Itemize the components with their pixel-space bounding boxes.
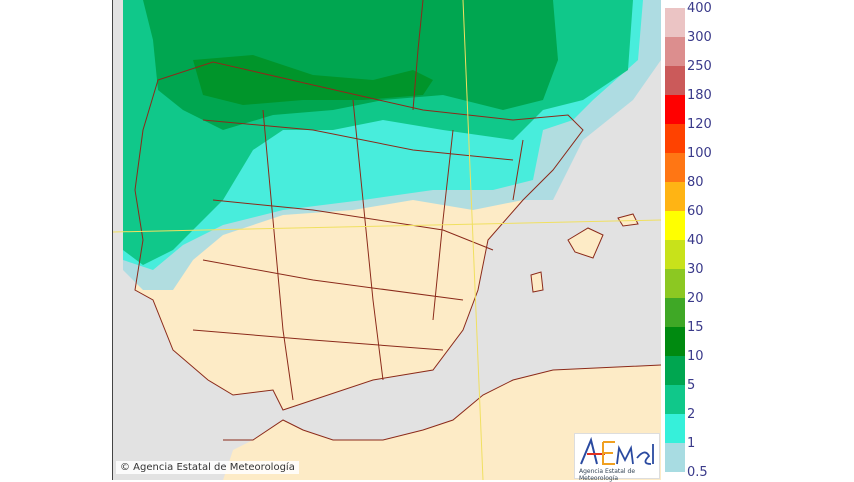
aemet-logo: Agencia Estatal de Meteorología <box>574 433 660 482</box>
legend-color-box <box>665 240 685 269</box>
legend-label: 15 <box>687 320 704 335</box>
legend-color-box <box>665 153 685 182</box>
legend-label: 10 <box>687 349 704 364</box>
africa-land <box>223 365 661 480</box>
legend-label: 300 <box>687 30 712 45</box>
legend-label: 0.5 <box>687 465 708 480</box>
precip-zone-15mm <box>193 55 433 105</box>
legend-color-box <box>665 124 685 153</box>
province-borders <box>134 0 661 441</box>
legend-color-box <box>665 298 685 327</box>
legend-label: 80 <box>687 175 704 190</box>
balearic-islands <box>530 213 639 293</box>
legend-label: 60 <box>687 204 704 219</box>
legend-label: 30 <box>687 262 704 277</box>
legend-color-box <box>665 327 685 356</box>
aemet-logo-mark <box>580 436 654 465</box>
graticule <box>113 0 661 480</box>
legend-label: 400 <box>687 1 712 16</box>
legend-color-box <box>665 385 685 414</box>
legend-color-box <box>665 182 685 211</box>
copyright-notice: © Agencia Estatal de Meteorología <box>116 461 299 474</box>
precipitation-map <box>112 0 661 480</box>
legend-color-box <box>665 37 685 66</box>
legend-label: 5 <box>687 378 696 393</box>
legend-color-box <box>665 8 685 37</box>
legend-label: 120 <box>687 117 712 132</box>
legend-label: 2 <box>687 407 696 422</box>
logo-subtext: Agencia Estatal de Meteorología <box>579 468 636 482</box>
legend-label: 40 <box>687 233 704 248</box>
legend-color-box <box>665 356 685 385</box>
legend-color-box <box>665 269 685 298</box>
legend-label: 1 <box>687 436 696 451</box>
legend-color-box <box>665 95 685 124</box>
legend-color-box <box>665 443 685 472</box>
legend-color-box <box>665 414 685 443</box>
legend-label: 180 <box>687 88 712 103</box>
legend-label: 20 <box>687 291 704 306</box>
legend-color-box <box>665 211 685 240</box>
legend-label: 250 <box>687 59 712 74</box>
legend-color-box <box>665 66 685 95</box>
legend-label: 100 <box>687 146 712 161</box>
